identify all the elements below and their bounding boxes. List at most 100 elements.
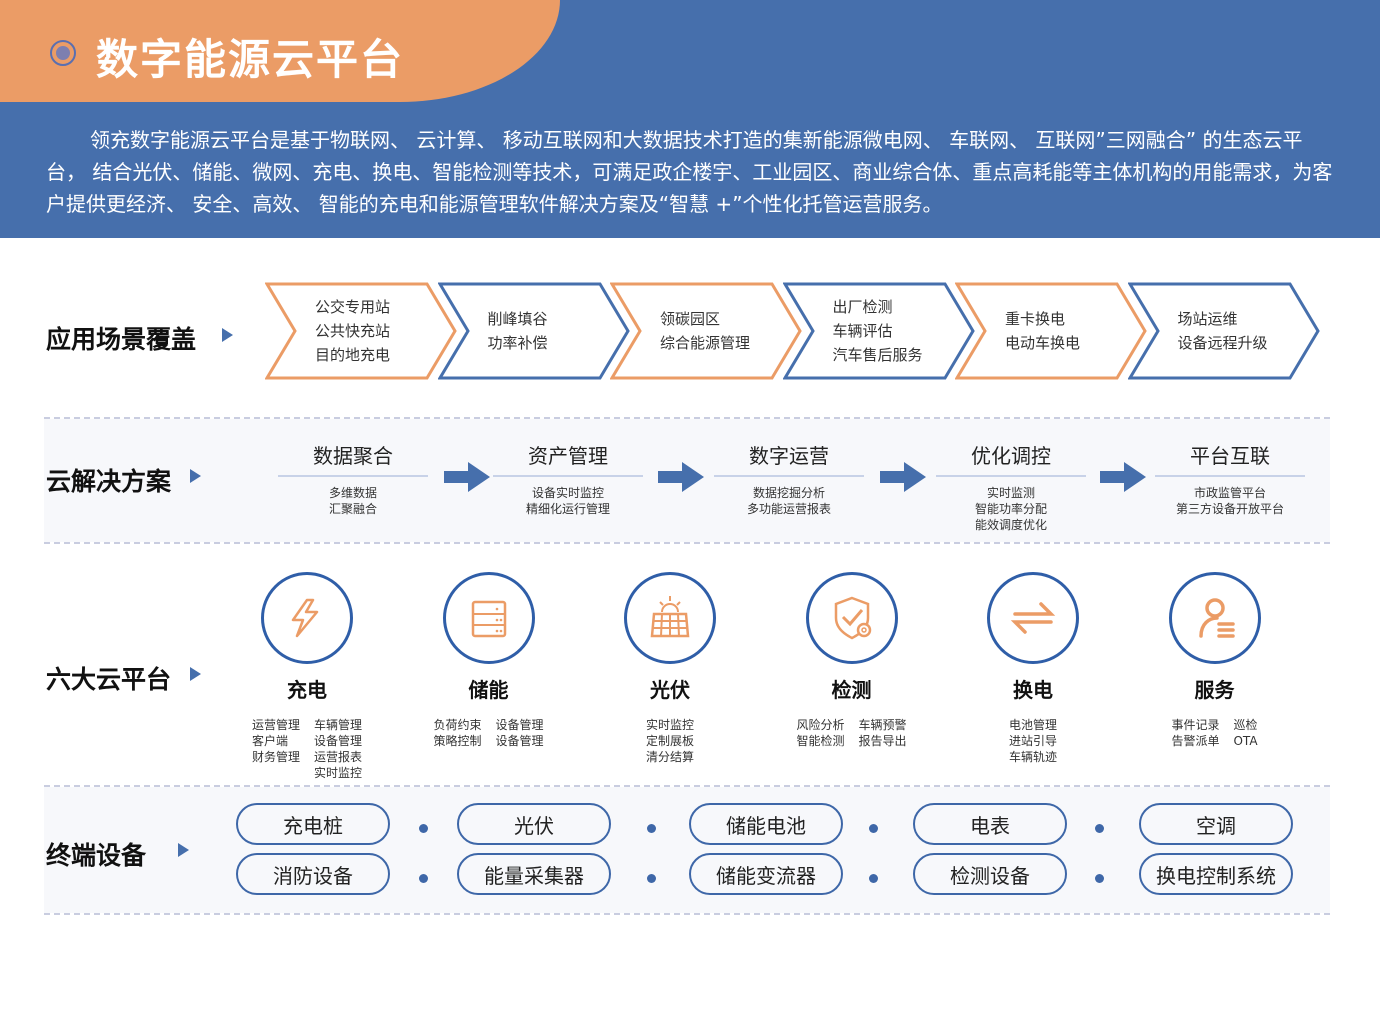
device-pill: 空调 [1139, 803, 1293, 845]
title-tab [0, 0, 560, 102]
scenario-line: 公共快充站 [315, 322, 391, 340]
scenario-chevron: 削峰填谷 功率补偿 [437, 282, 630, 380]
platform-feature: 智能检测 [796, 734, 845, 748]
platform-feature: 车辆管理 [314, 718, 363, 732]
arrow-right-icon [658, 462, 704, 492]
solution-line: 汇聚融合 [328, 502, 377, 516]
triangle-icon [190, 667, 201, 681]
arrow-right-icon [444, 462, 490, 492]
device-pill: 换电控制系统 [1139, 853, 1293, 895]
platform-feature: OTA [1233, 734, 1258, 748]
solution-title: 数字运营 [714, 440, 864, 477]
solution-item: 资产管理 设备实时监控 精细化运行管理 [493, 440, 643, 517]
platform-item: 光伏 实时监控定制展板清分结算 [590, 572, 750, 765]
solution-title: 资产管理 [493, 440, 643, 477]
user-list-icon [1198, 598, 1235, 638]
platform-name: 光伏 [650, 678, 690, 702]
devices-band [44, 787, 1330, 913]
section-label-devices: 终端设备 [46, 841, 147, 870]
solution-line: 能效调度优化 [974, 518, 1047, 532]
platform-feature: 风险分析 [796, 718, 845, 732]
scenario-chevron: 场站运维 设备远程升级 [1127, 282, 1320, 380]
scenario-line: 综合能源管理 [660, 334, 751, 352]
scenario-line: 电动车换电 [1005, 334, 1081, 352]
platform-name: 换电 [1013, 678, 1053, 702]
platform-feature: 车辆预警 [858, 718, 907, 732]
platform-feature: 实时监控 [645, 718, 694, 732]
platform-feature: 报告导出 [858, 734, 907, 748]
platform-item: 储能 负荷约束 策略控制 设备管理 设备管理 [409, 572, 569, 749]
scenario-line: 削峰填谷 [487, 310, 548, 328]
scenario-line: 出厂检测 [832, 298, 893, 316]
lightning-icon [291, 598, 319, 638]
platform-feature: 进站引导 [1008, 734, 1057, 748]
platform-icon-circle [624, 572, 716, 664]
platform-feature: 负荷约束 [433, 718, 482, 732]
platform-icon-circle [987, 572, 1079, 664]
bullet-icon [50, 40, 76, 66]
triangle-icon [178, 843, 189, 857]
scenario-line: 公交专用站 [315, 298, 391, 316]
solution-title: 平台互联 [1155, 440, 1305, 477]
platform-feature: 运营报表 [314, 750, 363, 764]
device-pill: 储能变流器 [689, 853, 843, 895]
platform-feature: 清分结算 [645, 750, 694, 764]
platform-name: 检测 [831, 678, 872, 702]
bullet-dot [1095, 874, 1104, 883]
scenario-chevron: 领碳园区 综合能源管理 [610, 282, 802, 380]
swap-arrows-icon [1010, 602, 1056, 634]
platform-item: 换电 电池管理 进站引导 车辆轨迹 [953, 572, 1113, 765]
triangle-icon [222, 328, 233, 342]
solution-item: 平台互联 市政监管平台 第三方设备开放平台 [1155, 440, 1305, 517]
platform-feature: 策略控制 [433, 734, 482, 748]
solution-line: 实时监测 [986, 486, 1035, 500]
platform-feature: 客户端 [251, 734, 288, 748]
solution-title: 数据聚合 [278, 440, 428, 477]
solution-item: 优化调控 实时监测智能功率分配 能效调度优化 [936, 440, 1086, 533]
section-label-platforms: 六大云平台 [46, 665, 172, 694]
device-pill: 能量采集器 [457, 853, 611, 895]
chevron-shape [265, 282, 457, 380]
solution-title: 优化调控 [936, 440, 1086, 477]
platform-name: 储能 [468, 678, 509, 702]
scenario-chevron: 重卡换电 电动车换电 [955, 282, 1147, 380]
solution-line: 第三方设备开放平台 [1175, 502, 1284, 516]
platform-feature: 事件记录 [1171, 718, 1220, 732]
solution-line: 多维数据 [328, 486, 377, 500]
solution-line: 智能功率分配 [974, 502, 1047, 516]
arrow-right-icon [1100, 462, 1146, 492]
platform-name: 服务 [1194, 678, 1235, 702]
server-rack-icon [471, 600, 506, 638]
platform-icon-circle [442, 572, 535, 664]
platform-feature: 实时监控 [314, 766, 363, 780]
platform-feature: 设备管理 [495, 718, 544, 732]
bullet-dot [419, 824, 428, 833]
platform-icon-circle [261, 572, 353, 664]
solar-panel-icon [650, 596, 690, 638]
triangle-icon [190, 469, 201, 483]
scenario-chevron: 出厂检测车辆评估汽车售后服务 [782, 282, 975, 380]
device-pill: 检测设备 [913, 853, 1067, 895]
divider [44, 913, 1330, 915]
page-title: 数字能源云平台 [96, 35, 405, 84]
platform-feature: 巡检 [1233, 718, 1258, 732]
platform-icon-circle [1168, 572, 1261, 664]
solution-line: 设备实时监控 [531, 486, 604, 500]
platform-item: 检测 风险分析智能检测 车辆预警报告导出 [772, 572, 932, 749]
platform-feature: 运营管理 [251, 718, 300, 732]
scenario-line: 车辆评估 [832, 322, 893, 340]
platform-feature: 定制展板 [645, 734, 694, 748]
scenario-line: 汽车售后服务 [832, 346, 923, 364]
scenario-line: 功率补偿 [487, 334, 548, 352]
platform-item: 充电 运营管理 客户端 财务管理 车辆管理 设备管理 运营报表 实时监控 [227, 572, 387, 781]
device-pill: 充电桩 [236, 803, 390, 845]
platform-feature: 设备管理 [314, 734, 363, 748]
platform-feature: 告警派单 [1171, 734, 1220, 748]
shield-check-gear-icon [834, 596, 871, 640]
chevron-shape [955, 282, 1147, 380]
bullet-dot [419, 874, 428, 883]
chevron-shape [437, 282, 630, 380]
platform-name: 充电 [287, 678, 327, 702]
device-pill: 电表 [913, 803, 1067, 845]
chevron-shape [1127, 282, 1320, 380]
